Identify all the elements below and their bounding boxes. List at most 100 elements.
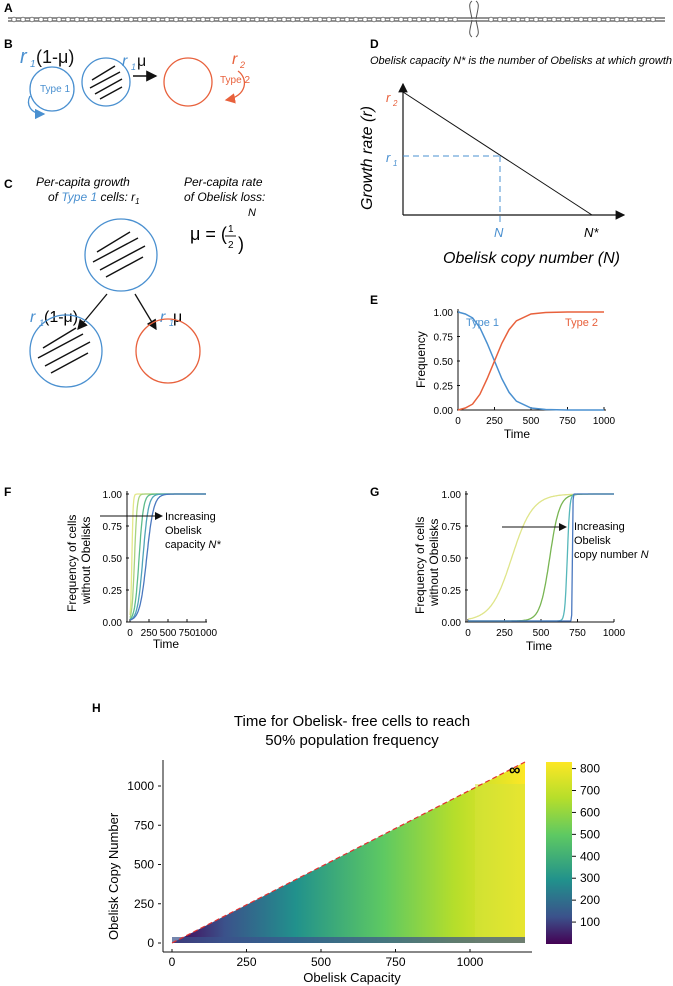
rna-bead <box>191 16 197 23</box>
e-series-type-2 <box>457 311 604 411</box>
e-legend-type1: Type 1 <box>466 317 499 329</box>
tick-label: 0 <box>455 416 461 427</box>
b-type2-label: Type 2 <box>220 75 250 86</box>
rna-bead <box>263 16 269 23</box>
g-lines-series-3 <box>468 493 614 622</box>
tick-label: 250 <box>141 628 158 639</box>
rna-bead <box>308 16 314 23</box>
rna-bead <box>137 16 143 23</box>
d-n: N <box>494 225 504 240</box>
b-obelisk-cell <box>81 57 131 107</box>
panel-b: B r 1 (1-μ) Type 1 r 1 μ r 2 Type 2 <box>4 37 250 120</box>
c-left-r: r <box>30 309 36 326</box>
h-heatmap-bottom-band <box>172 937 525 943</box>
rna-bead <box>29 16 35 23</box>
rna-bead <box>443 16 449 23</box>
rna-bead <box>533 16 539 23</box>
tick-label: 0.75 <box>442 522 462 533</box>
colorbar-tick: 300 <box>580 871 600 885</box>
c-right-r: r <box>160 309 166 326</box>
h-heatmap-plateau <box>475 784 525 943</box>
f-annotation-1: Increasing <box>165 511 216 523</box>
c-right-sub: 1 <box>169 318 174 328</box>
tick-label: 0.50 <box>434 357 454 368</box>
rna-bead <box>182 16 188 23</box>
g-annotation-3: copy number N <box>574 549 649 561</box>
g-ylabel-2: without Obelisks <box>427 519 441 607</box>
rna-bead <box>290 16 296 23</box>
rna-bead <box>632 16 638 23</box>
tick-label: 0 <box>465 628 471 639</box>
rna-bead <box>128 16 134 23</box>
c-loss-line1: Per-capita rate <box>184 175 263 189</box>
d-nstar: N* <box>584 225 599 240</box>
rna-bead <box>92 16 98 23</box>
rna-bead <box>299 16 305 23</box>
b-r1: r <box>20 46 28 68</box>
c-type1-daughter <box>29 314 103 388</box>
rna-bead <box>623 16 629 23</box>
b-mu: μ <box>137 53 146 70</box>
rna-bead <box>209 16 215 23</box>
panel-c: C Per-capita growth of Type 1 cells: r1 … <box>4 175 265 388</box>
tick-label: 1000 <box>127 779 154 793</box>
panel-c-label: C <box>4 177 13 191</box>
rna-bead <box>155 16 161 23</box>
b-obelisk-lines <box>89 65 123 100</box>
e-series-type-1 <box>457 311 604 411</box>
tick-label: 0 <box>127 628 133 639</box>
b-r1-sub: 1 <box>30 59 36 70</box>
tick-label: 1000 <box>603 628 626 639</box>
rna-bead <box>101 16 107 23</box>
tick-label: 500 <box>134 858 154 872</box>
panel-e: E 0.00 0.25 0.50 0.75 1.00 0 250 500 750 1000 Ty… <box>370 293 616 441</box>
f-xlabel: Time <box>153 637 180 651</box>
tick-label: 750 <box>559 416 576 427</box>
tick-label: 250 <box>236 955 256 969</box>
c-type2-daughter <box>135 318 201 384</box>
tick-label: 0 <box>169 955 176 969</box>
rna-bead <box>281 16 287 23</box>
tick-label: 0.75 <box>103 522 123 533</box>
f-annotation-3: capacity N* <box>165 539 221 551</box>
rna-bead <box>254 16 260 23</box>
e-legend-type2: Type 2 <box>565 317 598 329</box>
rna-bead <box>218 16 224 23</box>
b-r1b: r <box>122 53 128 70</box>
rna-bead <box>110 16 116 23</box>
b-r2-sub: 2 <box>239 60 245 70</box>
tick-label: 1000 <box>457 955 484 969</box>
f-annotation-2: Obelisk <box>165 525 202 537</box>
rna-bead <box>587 16 593 23</box>
rna-bead <box>371 16 377 23</box>
h-infinity-marker: ∞ <box>509 762 520 779</box>
f-ylabel-1: Frequency of cells <box>65 515 79 612</box>
rna-bead <box>551 16 557 23</box>
rna-bead <box>614 16 620 23</box>
f-lines-series-4 <box>129 493 206 621</box>
c-frac-num: 1 <box>228 224 234 235</box>
rna-bead <box>173 16 179 23</box>
rna-bead <box>578 16 584 23</box>
g-xlabel: Time <box>526 639 553 653</box>
tick-label: 250 <box>134 897 154 911</box>
c-frac-den: 2 <box>228 240 234 251</box>
f-ylabel-2: without Obelisks <box>79 517 93 605</box>
rna-bead <box>569 16 575 23</box>
panel-h: H Time for Obelisk- free cells to reach … <box>92 701 600 985</box>
tick-label: 1.00 <box>103 490 123 501</box>
rna-bead <box>326 16 332 23</box>
h-xlabel: Obelisk Capacity <box>303 970 401 985</box>
c-exponent: N <box>248 207 256 219</box>
tick-label: 500 <box>523 416 540 427</box>
tick-label: 0.50 <box>103 554 123 565</box>
tick-label: 500 <box>533 628 550 639</box>
obelisk-rna-structure <box>8 0 665 38</box>
rna-bead <box>11 16 17 23</box>
c-mu-eq: μ = ( <box>190 224 227 244</box>
colorbar-tick: 800 <box>580 762 600 776</box>
d-r2-sub: 2 <box>392 99 398 108</box>
rna-bead <box>20 16 26 23</box>
d-r2: r <box>386 90 391 105</box>
panel-b-label: B <box>4 37 13 51</box>
